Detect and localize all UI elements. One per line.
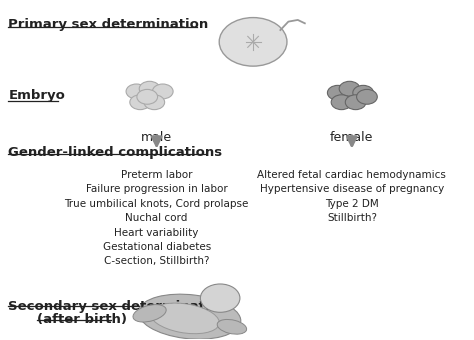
Circle shape xyxy=(126,84,147,99)
Text: female: female xyxy=(330,131,374,144)
Circle shape xyxy=(328,85,348,100)
Text: (after birth): (after birth) xyxy=(36,313,127,326)
Text: Primary sex determination: Primary sex determination xyxy=(9,18,209,31)
Text: Altered fetal cardiac hemodynamics
Hypertensive disease of pregnancy
Type 2 DM
S: Altered fetal cardiac hemodynamics Hyper… xyxy=(257,170,447,223)
Circle shape xyxy=(356,89,377,104)
Ellipse shape xyxy=(217,320,246,334)
Ellipse shape xyxy=(138,294,241,339)
Text: Preterm labor
Failure progression in labor
True umbilical knots, Cord prolapse
N: Preterm labor Failure progression in lab… xyxy=(64,170,249,267)
Ellipse shape xyxy=(150,303,219,334)
Circle shape xyxy=(139,81,160,96)
Text: Secondary sex determination: Secondary sex determination xyxy=(9,300,228,313)
Text: male: male xyxy=(141,131,172,144)
Ellipse shape xyxy=(133,305,166,322)
Circle shape xyxy=(339,81,360,96)
Circle shape xyxy=(201,284,240,312)
Circle shape xyxy=(345,95,366,109)
Text: Embryo: Embryo xyxy=(9,89,65,102)
Circle shape xyxy=(144,95,164,109)
Circle shape xyxy=(153,84,173,99)
Circle shape xyxy=(130,95,151,109)
Circle shape xyxy=(331,95,352,109)
Circle shape xyxy=(353,85,374,100)
Text: Gender-linked complications: Gender-linked complications xyxy=(9,147,223,159)
Circle shape xyxy=(219,18,287,66)
Circle shape xyxy=(137,89,157,104)
